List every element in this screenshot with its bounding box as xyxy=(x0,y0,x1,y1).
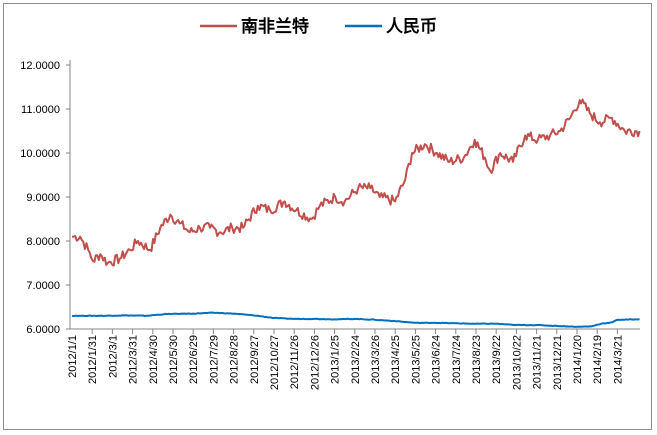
x-tick-label: 2012/1/1 xyxy=(67,335,79,378)
x-tick-label: 2013/6/24 xyxy=(431,335,443,384)
x-tick-label: 2012/11/26 xyxy=(289,335,301,389)
x-tick-label: 2012/9/27 xyxy=(249,335,261,384)
x-tick-label: 2013/8/23 xyxy=(471,335,483,384)
x-tick-label: 2013/10/22 xyxy=(511,335,523,390)
x-tick-label: 2013/3/26 xyxy=(370,335,382,384)
x-tick-label: 2013/2/24 xyxy=(350,335,362,384)
x-tick-label: 2012/3/31 xyxy=(128,335,140,384)
x-tick-label: 2014/3/21 xyxy=(612,335,624,384)
legend: 南非兰特 人民币 xyxy=(200,16,437,36)
chart-frame xyxy=(3,3,652,430)
y-tick-label: 6.0000 xyxy=(26,324,60,336)
x-tick-label: 2013/5/25 xyxy=(410,335,422,384)
x-tick-label: 2012/1/31 xyxy=(87,335,99,384)
x-tick-label: 2012/12/26 xyxy=(309,335,321,390)
x-tick-label: 2012/6/29 xyxy=(188,335,200,384)
x-tick-label: 2014/1/20 xyxy=(572,335,584,384)
x-tick-label: 2013/11/21 xyxy=(532,335,544,389)
y-tick-label: 11.0000 xyxy=(21,104,60,116)
y-tick-label: 9.0000 xyxy=(26,192,60,204)
x-tick-label: 2013/9/22 xyxy=(491,335,503,384)
x-tick-label: 2012/5/30 xyxy=(168,335,180,384)
x-tick-label: 2014/2/19 xyxy=(592,335,604,384)
x-tick-label: 2013/12/21 xyxy=(552,335,564,390)
x-tick-label: 2013/4/25 xyxy=(390,335,402,384)
legend-label-cny: 人民币 xyxy=(386,17,437,36)
x-tick-label: 2012/10/27 xyxy=(269,335,281,390)
x-tick-label: 2013/1/25 xyxy=(330,335,342,384)
x-tick-label: 2012/4/30 xyxy=(148,335,160,384)
x-tick-label: 2012/3/1 xyxy=(107,335,119,378)
x-tick-label: 2013/7/24 xyxy=(451,335,463,384)
x-tick-label: 2012/7/29 xyxy=(208,335,220,384)
y-tick-label: 12.0000 xyxy=(20,60,60,72)
x-tick-label: 2012/8/28 xyxy=(229,335,241,384)
y-tick-label: 10.0000 xyxy=(20,148,60,160)
y-tick-label: 8.0000 xyxy=(26,236,60,248)
series-line-zar xyxy=(71,98,641,267)
legend-label-zar: 南非兰特 xyxy=(241,16,309,36)
y-tick-label: 7.0000 xyxy=(26,280,60,292)
series-line-cny xyxy=(71,311,640,328)
